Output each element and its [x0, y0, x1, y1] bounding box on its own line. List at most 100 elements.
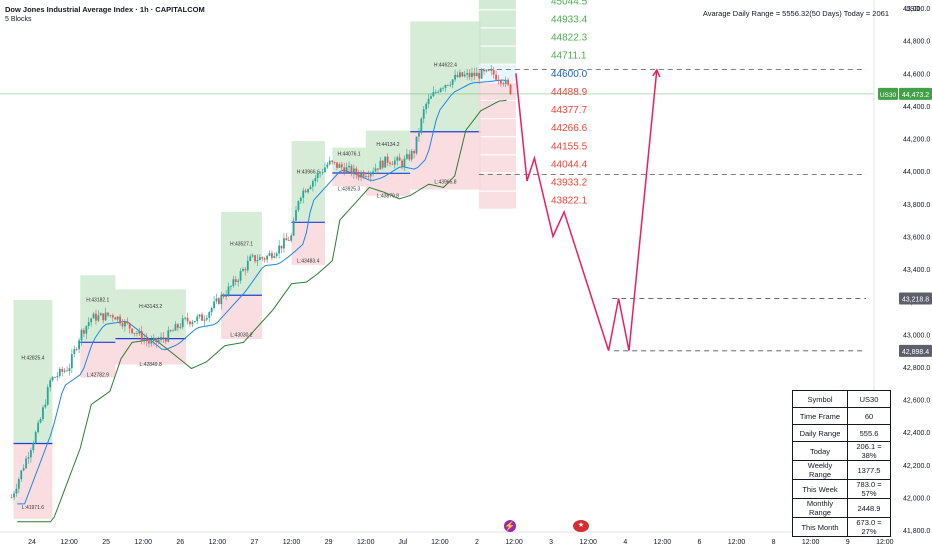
candle-body — [273, 256, 276, 258]
candle-body — [333, 161, 336, 163]
candle-body — [213, 301, 215, 309]
candle-body — [92, 313, 95, 319]
block-low-label: L:43965.8 — [434, 180, 456, 186]
candle-body — [107, 312, 109, 316]
currency-label[interactable]: USD — [905, 6, 920, 13]
y-tick-label: 41,800.0 — [903, 528, 930, 535]
x-tick-label: 12:00 — [728, 539, 746, 546]
level-band — [478, 64, 516, 82]
x-tick-label: 3 — [549, 539, 553, 546]
candle-body — [456, 74, 459, 77]
block-upper — [13, 300, 53, 444]
stats-value: 206.1 = 38% — [847, 441, 891, 461]
block-low-label: L:43030.2 — [230, 332, 252, 338]
block-lower — [221, 295, 262, 340]
candle-body — [46, 387, 49, 405]
candle-body — [266, 255, 268, 260]
candle-body — [365, 176, 367, 177]
candle-body — [131, 328, 134, 334]
y-tick-label: 43,400.0 — [903, 267, 930, 274]
candle-body — [116, 316, 119, 320]
candle-body — [483, 69, 485, 72]
candle-body — [172, 330, 174, 332]
block-low-label: L:41971.6 — [22, 505, 44, 511]
candle-body — [422, 109, 425, 119]
x-tick-label: 12:00 — [209, 539, 227, 546]
candle-body — [258, 257, 261, 260]
candle-body — [193, 320, 196, 323]
level-band — [478, 191, 516, 209]
candle-body — [32, 443, 35, 451]
candle-body — [299, 197, 302, 202]
candle-body — [56, 375, 59, 378]
candle-body — [263, 258, 266, 260]
price-tag-bg — [899, 292, 932, 305]
level-band — [478, 10, 516, 28]
candle-body — [348, 165, 350, 168]
candle-body — [54, 376, 56, 378]
candle-body — [420, 118, 423, 133]
candle-body — [389, 162, 391, 164]
candle-body — [237, 280, 240, 282]
y-tick-label: 44,400.0 — [903, 104, 930, 111]
block-high-label: H:43527.1 — [230, 241, 253, 247]
candle-body — [111, 315, 114, 318]
candle-body — [136, 332, 138, 334]
candle-body — [413, 150, 416, 154]
candle-body — [254, 255, 256, 262]
candle-body — [338, 164, 341, 168]
candle-body — [15, 488, 18, 494]
candle-body — [410, 150, 413, 160]
level-band — [478, 101, 516, 119]
candle-body — [437, 91, 440, 93]
candle-body — [119, 316, 121, 324]
stats-row: Time Frame 60 — [792, 407, 891, 425]
block-high-label: H:44622.4 — [434, 63, 457, 69]
candle-body — [295, 210, 297, 221]
candle-body — [78, 340, 80, 350]
candle-body — [189, 321, 191, 325]
candle-body — [283, 238, 285, 249]
candle-body — [275, 253, 278, 257]
ema-fast-line — [17, 79, 507, 505]
candle-body — [352, 168, 355, 175]
candle-body — [509, 84, 512, 95]
price-tag-bg — [899, 344, 932, 357]
candle-body — [90, 318, 93, 323]
candle-body — [160, 337, 162, 340]
candle-body — [162, 337, 165, 339]
stats-row: Daily Range 555.6 — [792, 424, 891, 442]
x-tick-label: 25 — [102, 539, 110, 546]
x-tick-label: 26 — [176, 539, 184, 546]
ema-slow-line — [17, 99, 507, 523]
candle-body — [326, 164, 329, 168]
stats-row: Monthly Range 2448.9 — [792, 498, 891, 518]
us-flag-icon[interactable]: ★ — [573, 520, 589, 532]
candle-body — [324, 167, 326, 173]
candle-body — [490, 69, 493, 71]
candle-body — [246, 260, 249, 271]
candle-body — [418, 132, 420, 137]
block-high-label: H:44134.2 — [376, 142, 399, 148]
candle-body — [473, 72, 476, 77]
lightning-icon[interactable]: ⚡ — [504, 520, 516, 532]
candle-body — [10, 497, 13, 499]
level-label: 44266.6 — [551, 123, 588, 134]
candle-body — [302, 190, 305, 198]
stats-value: 2448.9 — [847, 498, 891, 518]
candle-body — [487, 69, 490, 71]
candle-body — [37, 422, 40, 433]
candle-body — [381, 160, 384, 168]
level-band — [478, 28, 516, 46]
level-label: 44377.7 — [551, 105, 588, 116]
candle-body — [242, 269, 244, 272]
candle-body — [268, 253, 271, 256]
candle-body — [466, 72, 469, 75]
candle-body — [20, 470, 23, 480]
candle-body — [432, 92, 435, 97]
candle-body — [128, 323, 131, 329]
block-upper — [221, 211, 262, 296]
candle-body — [210, 308, 213, 313]
candle-body — [70, 354, 73, 369]
candle-body — [58, 368, 61, 376]
